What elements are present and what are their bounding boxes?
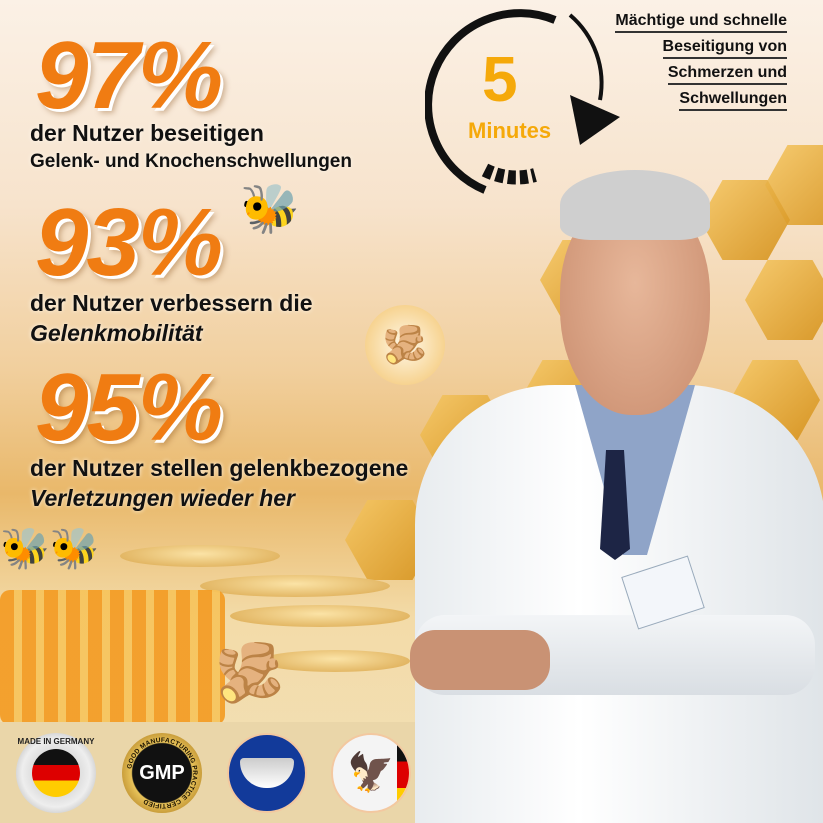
stat-text: der Nutzer verbessern die — [30, 290, 313, 316]
stat-value: 97% — [35, 22, 223, 129]
stat-value: 93% — [35, 189, 223, 296]
honeycomb-image — [0, 590, 225, 725]
made-in-germany-badge: MADE IN GERMANY — [16, 733, 96, 813]
gmp-label: GMP — [139, 761, 185, 784]
claim-text: Mächtige und schnelle Beseitigung von Sc… — [615, 8, 787, 112]
claim-line: Beseitigung von — [662, 37, 787, 59]
stat-text: der Nutzer stellen gelenkbezogene — [30, 455, 409, 481]
bowl-badge — [227, 733, 307, 813]
honey-disc — [120, 545, 280, 567]
stat-text: der Nutzer beseitigen — [30, 120, 264, 146]
stat-value: 95% — [35, 354, 223, 461]
timer-number: 5 — [482, 43, 518, 115]
honey-disc — [260, 650, 410, 672]
bowl-icon — [240, 758, 294, 788]
honey-disc — [230, 605, 410, 627]
german-eagle-badge: 🦅 — [331, 733, 411, 813]
claim-line: Schmerzen und — [667, 63, 787, 85]
ginger-bubble-icon: 🫚 — [365, 305, 445, 385]
eagle-icon: 🦅 — [347, 752, 395, 794]
stat-text: Verletzungen wieder her — [30, 485, 295, 511]
stat-text: Gelenkmobilität — [30, 320, 203, 346]
honeycomb-cell — [745, 260, 823, 340]
gmp-badge: GOOD MANUFACTURING PRACTICE CERTIFIED GM… — [122, 733, 202, 813]
bee-icon: 🐝🐝 — [0, 527, 100, 571]
timer-unit: Minutes — [468, 118, 552, 143]
claim-line: Mächtige und schnelle — [615, 11, 787, 33]
gmp-ring: GOOD MANUFACTURING PRACTICE CERTIFIED — [126, 737, 198, 809]
ginger-icon: 🫚 — [215, 641, 285, 704]
claim-line: Schwellungen — [679, 89, 787, 111]
german-flag-icon — [32, 749, 80, 797]
bee-icon: 🐝 — [240, 183, 300, 236]
honey-disc — [200, 575, 390, 597]
clock-arrow-icon — [425, 9, 620, 194]
german-flag-stripe — [397, 735, 409, 811]
stat-text: Gelenk- und Knochenschwellungen — [30, 151, 352, 172]
badge-label: MADE IN GERMANY — [17, 737, 95, 746]
